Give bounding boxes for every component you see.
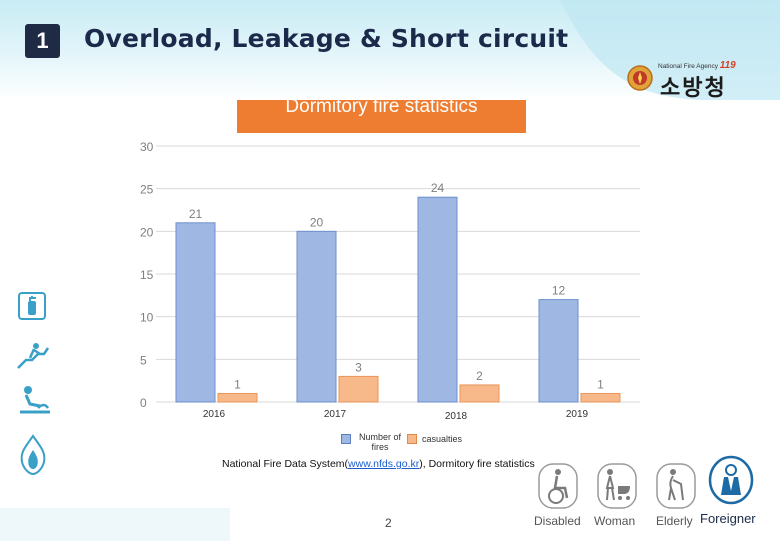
category-label-foreigner: Foreigner	[700, 511, 756, 526]
bar-casualties	[338, 375, 379, 403]
data-label: 1	[597, 377, 604, 391]
category-label-disabled: Disabled	[534, 514, 581, 528]
y-tick-label: 15	[140, 268, 154, 282]
legend-label-casualties: casualties	[422, 434, 463, 444]
header-curve	[560, 0, 780, 100]
agency-brand: 119	[719, 60, 736, 71]
agency-name-small: National Fire Agency 119	[658, 60, 736, 71]
data-label: 12	[552, 284, 566, 298]
legend-swatch-fires	[341, 434, 351, 444]
y-tick-label: 20	[140, 225, 154, 239]
data-label: 24	[431, 181, 445, 195]
footer-panel	[0, 508, 230, 541]
x-tick-label: 2019	[566, 409, 589, 420]
elderly-icon	[656, 463, 696, 509]
bar-fires	[417, 196, 458, 403]
fire-agency-seal-icon	[627, 65, 653, 91]
source-link[interactable]: www.nfds.go.kr	[348, 458, 420, 470]
agency-name-korean: 소방청	[660, 76, 727, 101]
bar-fires	[296, 230, 337, 403]
x-tick-label: 2017	[324, 409, 347, 420]
y-tick-label: 0	[140, 396, 147, 410]
section-number: 1	[25, 24, 60, 58]
bar-fires	[538, 299, 579, 403]
x-tick-label: 2018	[445, 411, 468, 422]
flame-icon	[20, 434, 46, 476]
stairs-icon	[17, 343, 50, 369]
source-prefix: National Fire Data System(	[222, 458, 349, 470]
data-label: 1	[234, 377, 241, 391]
data-label: 21	[189, 207, 203, 221]
y-tick-label: 10	[140, 311, 154, 325]
x-tick-label: 2016	[203, 409, 226, 420]
page-title: Overload, Leakage & Short circuit	[84, 24, 569, 53]
woman-with-stroller-icon	[597, 463, 637, 509]
chart-title: Dormitory fire statistics	[285, 100, 478, 117]
first-aid-icon	[20, 386, 50, 414]
foreigner-icon	[708, 455, 754, 505]
legend-label-fires: Number of fires	[358, 432, 402, 452]
legend-swatch-casualties	[407, 434, 417, 444]
page-number: 2	[385, 516, 392, 530]
wheelchair-icon	[538, 463, 578, 509]
source-suffix: ), Dormitory fire statistics	[419, 458, 535, 470]
data-label: 3	[355, 360, 362, 374]
y-tick-label: 5	[140, 353, 147, 367]
data-label: 20	[310, 215, 324, 229]
bar-casualties	[580, 392, 621, 403]
agency-logo: National Fire Agency 119 소방청	[622, 58, 740, 101]
chart-title-box: Dormitory fire statistics	[237, 100, 526, 133]
bar-casualties	[459, 384, 500, 403]
fire-extinguisher-icon	[18, 292, 46, 320]
y-tick-label: 25	[140, 183, 154, 197]
bar-casualties	[217, 392, 258, 403]
data-source: National Fire Data System(www.nfds.go.kr…	[222, 458, 535, 470]
category-label-woman: Woman	[594, 514, 636, 528]
y-tick-label: 30	[140, 140, 154, 154]
category-label-elderly: Elderly	[656, 514, 693, 528]
data-label: 2	[476, 369, 483, 383]
bar-fires	[175, 222, 216, 403]
